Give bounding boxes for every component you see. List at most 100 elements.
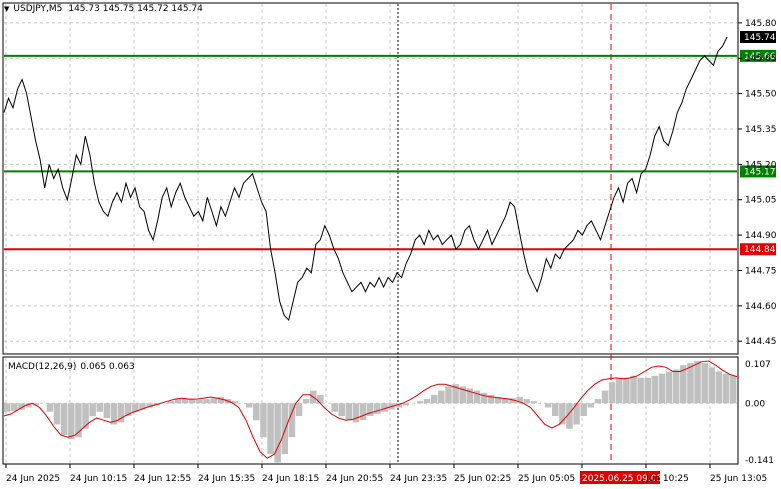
macd-bar: [715, 371, 723, 404]
macd-bar: [651, 375, 659, 404]
price-tick-label: 144.45: [745, 337, 777, 347]
macd-bar: [694, 360, 701, 404]
time-tick-label: 24 Jun 23:35: [390, 474, 447, 484]
macd-bar: [53, 403, 61, 425]
price-tick-label: 145.20: [745, 160, 777, 170]
macd-axis-label: 0.00: [745, 399, 765, 409]
macd-bar: [4, 403, 11, 412]
macd-bar: [75, 403, 82, 438]
macd-bar: [359, 403, 367, 421]
time-tick-label: 24 Jun 15:35: [198, 474, 255, 484]
macd-bar: [729, 375, 737, 404]
macd-bar: [480, 392, 488, 404]
macd-bar: [580, 403, 587, 417]
macd-bar: [502, 399, 509, 404]
macd-bar: [217, 396, 225, 404]
macd-axis-label: -0.141: [745, 456, 774, 466]
macd-bar: [402, 403, 410, 406]
price-tick-label: 145.05: [745, 196, 777, 206]
symbol-timeframe: USDJPY,M5: [13, 4, 63, 14]
level-label-red: 144.84: [744, 245, 776, 255]
time-tick-label: Jun 10:25: [645, 474, 689, 484]
macd-bar: [473, 390, 481, 404]
time-tick-label: 25 Jun 13:05: [710, 474, 767, 484]
price-tick-label: 144.60: [745, 302, 777, 312]
time-tick-label: 24 Jun 12:55: [134, 474, 191, 484]
macd-bar: [544, 403, 552, 408]
macd-bar: [616, 377, 623, 404]
macd-bar: [132, 403, 139, 412]
level-badge-green_upper: [740, 49, 776, 62]
macd-bar: [680, 365, 687, 404]
macd-bar: [423, 399, 431, 404]
main-panel: [2, 2, 739, 355]
macd-bar: [495, 396, 502, 404]
macd-bar: [559, 403, 566, 425]
macd-bar: [708, 367, 716, 404]
macd-bar: [722, 373, 730, 404]
macd-values: 0.065 0.063: [80, 362, 135, 372]
macd-bar: [630, 375, 637, 404]
price-tick-label: 145.50: [745, 90, 777, 100]
macd-bar: [416, 401, 424, 404]
macd-bar: [253, 403, 260, 421]
level-badge-red: [740, 243, 776, 256]
macd-bar: [82, 403, 89, 429]
time-tick-label-highlight: 2025.06.25 09:05: [582, 474, 662, 484]
macd-panel: [2, 356, 739, 465]
macd-bar: [317, 394, 324, 404]
level-label-current: 145.74: [744, 33, 776, 43]
macd-bar: [331, 403, 338, 412]
time-highlight-box: [580, 471, 660, 484]
ohlc-values: 145.73 145.75 145.72 145.74: [68, 4, 203, 14]
macd-bar: [487, 394, 495, 404]
macd-label: MACD(12,26,9): [8, 362, 77, 372]
price-tick-label: 144.75: [745, 266, 777, 276]
macd-bar: [46, 403, 54, 412]
time-tick-label: 24 Jun 18:15: [262, 474, 319, 484]
macd-bar: [623, 377, 630, 404]
macd-bar: [381, 403, 388, 412]
macd-bar: [32, 403, 39, 406]
macd-indicator: 0.107 0.00 -0.141: [3, 360, 774, 466]
macd-bar: [374, 403, 381, 414]
macd-bar: [25, 403, 32, 408]
macd-bar: [295, 403, 303, 417]
macd-bar: [587, 403, 595, 408]
time-tick-label: 24 Jun 2025: [6, 474, 60, 484]
macd-bar: [530, 401, 538, 404]
macd-bar: [139, 403, 146, 410]
macd-bar: [551, 403, 559, 417]
level-badge-current: [740, 31, 776, 44]
dropdown-triangle-icon[interactable]: ▼: [4, 5, 10, 13]
macd-bar: [231, 401, 239, 404]
macd-bar: [96, 403, 104, 412]
price-polyline: [3, 36, 728, 322]
macd-bar: [60, 403, 68, 436]
time-tick-label: 25 Jun 05:05: [518, 474, 575, 484]
macd-bar: [267, 403, 274, 455]
macd-bar: [430, 394, 438, 404]
price-tick-label: 145.65: [745, 54, 777, 64]
grid: [4, 4, 737, 463]
price-tick-label: 145.80: [745, 19, 777, 29]
macd-bar: [260, 403, 267, 438]
time-tick-label: 25 Jun 02:25: [454, 474, 511, 484]
macd-bar: [302, 399, 310, 404]
macd-bar: [124, 403, 132, 417]
macd-bar: [89, 403, 96, 417]
macd-bar: [103, 403, 111, 419]
macd-bar: [274, 403, 281, 463]
macd-bar: [452, 384, 459, 404]
price-tick-label: 144.90: [745, 231, 777, 241]
macd-bar: [338, 403, 345, 417]
macd-bar: [573, 403, 580, 425]
macd-axis-label: 0.107: [745, 360, 771, 370]
macd-bar: [352, 403, 360, 423]
macd-signal-line: [3, 360, 738, 459]
macd-bar: [167, 401, 175, 404]
macd-bar: [637, 377, 644, 404]
macd-bar: [146, 403, 153, 408]
macd-bar: [18, 403, 25, 410]
